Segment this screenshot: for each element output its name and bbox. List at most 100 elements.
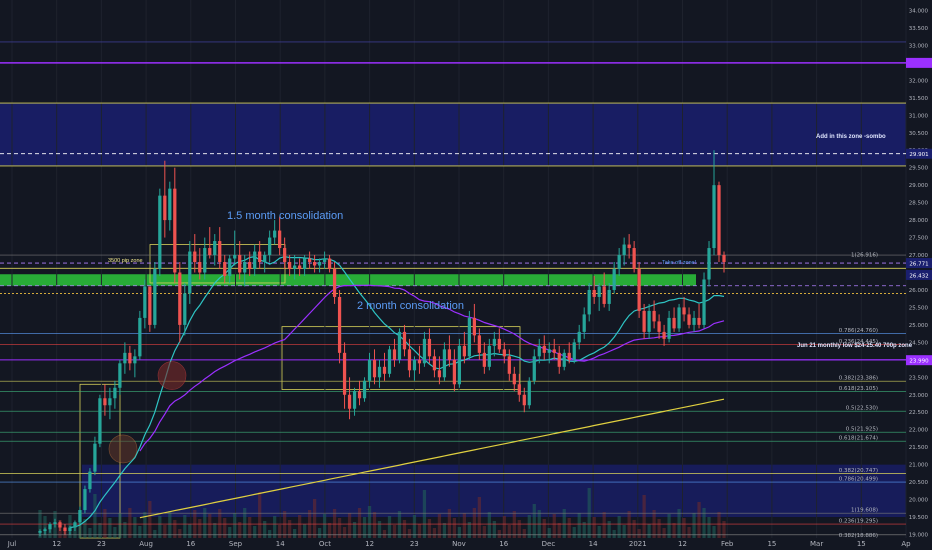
price-tick-label: 28.000 <box>909 218 929 224</box>
volume-bar <box>662 528 666 538</box>
price-tick-label: 33.000 <box>909 43 929 49</box>
candle-body <box>158 195 162 269</box>
volume-bar <box>352 522 357 538</box>
candle-body <box>412 359 417 371</box>
volume-bar <box>487 512 491 538</box>
candle-body <box>83 489 87 511</box>
volume-bar <box>337 518 342 538</box>
monthly-low-label: Jun 21 monthly low $24-25.40 700p zone <box>797 343 913 349</box>
volume-bar <box>412 515 417 538</box>
volume-bar <box>312 499 317 538</box>
candle-body <box>697 317 701 325</box>
candle-body <box>682 307 686 315</box>
time-tick-label: Ap <box>901 540 911 548</box>
price-tag-label: 26.771 <box>909 262 928 268</box>
volume-bar <box>502 516 506 538</box>
candle-body <box>63 527 67 532</box>
candle-body <box>487 345 491 367</box>
volume-bar <box>492 521 496 538</box>
candle-body <box>48 524 52 530</box>
volume-bar <box>133 517 137 538</box>
candle-body <box>128 352 132 364</box>
volume-bar <box>402 520 407 538</box>
volume-bar <box>342 527 347 538</box>
volume-bar <box>687 527 691 538</box>
candle-body <box>332 269 337 297</box>
candle-body <box>218 241 222 263</box>
time-axis: Jul 12 23 Aug 16 Sep 14 Oct 12 23 Nov 16 Dec 14 2021 12… <box>7 540 911 548</box>
volume-bar <box>228 527 232 538</box>
fib-label: 0.5(21.925) <box>846 427 878 433</box>
candle-body <box>113 387 117 399</box>
volume-bar <box>297 515 302 538</box>
price-tag <box>906 57 932 68</box>
volume-bar <box>522 529 526 538</box>
volume-bar <box>597 526 601 538</box>
candle-body <box>457 345 462 385</box>
candle-body <box>717 185 721 256</box>
volume-bar <box>213 523 217 538</box>
moving-averages <box>69 255 725 529</box>
candle-body <box>103 398 107 406</box>
candle-body <box>248 262 252 269</box>
volume-bar <box>93 494 97 538</box>
candle-body <box>422 338 427 364</box>
volume-bar <box>128 508 132 538</box>
candle-body <box>562 352 566 367</box>
volume-bar <box>163 525 167 538</box>
volume-bar <box>572 527 576 538</box>
candle-body <box>73 522 77 528</box>
candle-body <box>472 317 476 336</box>
volume-bar <box>557 523 561 538</box>
volume-bar <box>138 526 142 538</box>
candle-body <box>347 394 352 409</box>
ma-20-line <box>69 255 725 529</box>
price-tag-label: 23.990 <box>909 359 929 365</box>
candle-body <box>143 286 147 318</box>
volume-bar <box>168 511 172 538</box>
volume-bar <box>722 521 726 538</box>
candle-body <box>342 352 347 395</box>
price-tick-label: 29.000 <box>909 183 929 189</box>
candle-body <box>213 241 217 256</box>
volume-bar <box>218 509 222 538</box>
volume-bar <box>183 515 187 538</box>
candle-body <box>597 286 601 297</box>
candle-body <box>587 289 591 315</box>
price-tick-label: 27.500 <box>909 236 929 242</box>
candle-body <box>647 310 651 332</box>
volume-bar <box>637 529 641 538</box>
candle-body <box>183 293 187 325</box>
candle-body <box>293 265 297 269</box>
volume-bar <box>477 497 481 538</box>
time-tick-label: 15 <box>857 540 866 548</box>
volume-bar <box>123 522 127 538</box>
candles <box>38 150 726 537</box>
volume-bar <box>203 508 207 538</box>
candle-body <box>357 391 362 399</box>
candle-body <box>637 269 641 311</box>
candle-body <box>667 317 671 339</box>
volume-bar <box>362 517 367 538</box>
volume-bar <box>268 530 272 538</box>
price-tick-label: 23.000 <box>909 393 929 399</box>
price-tick-label: 19.500 <box>909 515 929 521</box>
volume-bar <box>173 520 177 538</box>
marker-circle <box>157 361 187 390</box>
volume-bar <box>632 520 636 538</box>
volume-bar <box>462 513 467 538</box>
take-off-label: Take off zone! <box>662 260 697 266</box>
volume-bar <box>223 518 227 538</box>
candle-body <box>712 185 716 249</box>
volume-bar <box>497 530 501 538</box>
volume-bar <box>447 509 452 538</box>
volume-bar <box>617 516 621 538</box>
volume-bar <box>437 514 442 538</box>
price-tick-label: 22.000 <box>909 428 929 434</box>
candle-body <box>687 314 691 325</box>
volume-bar <box>422 490 427 538</box>
grid-lines <box>11 0 907 538</box>
time-tick-label: Oct <box>319 540 331 548</box>
candle-body <box>522 394 526 406</box>
